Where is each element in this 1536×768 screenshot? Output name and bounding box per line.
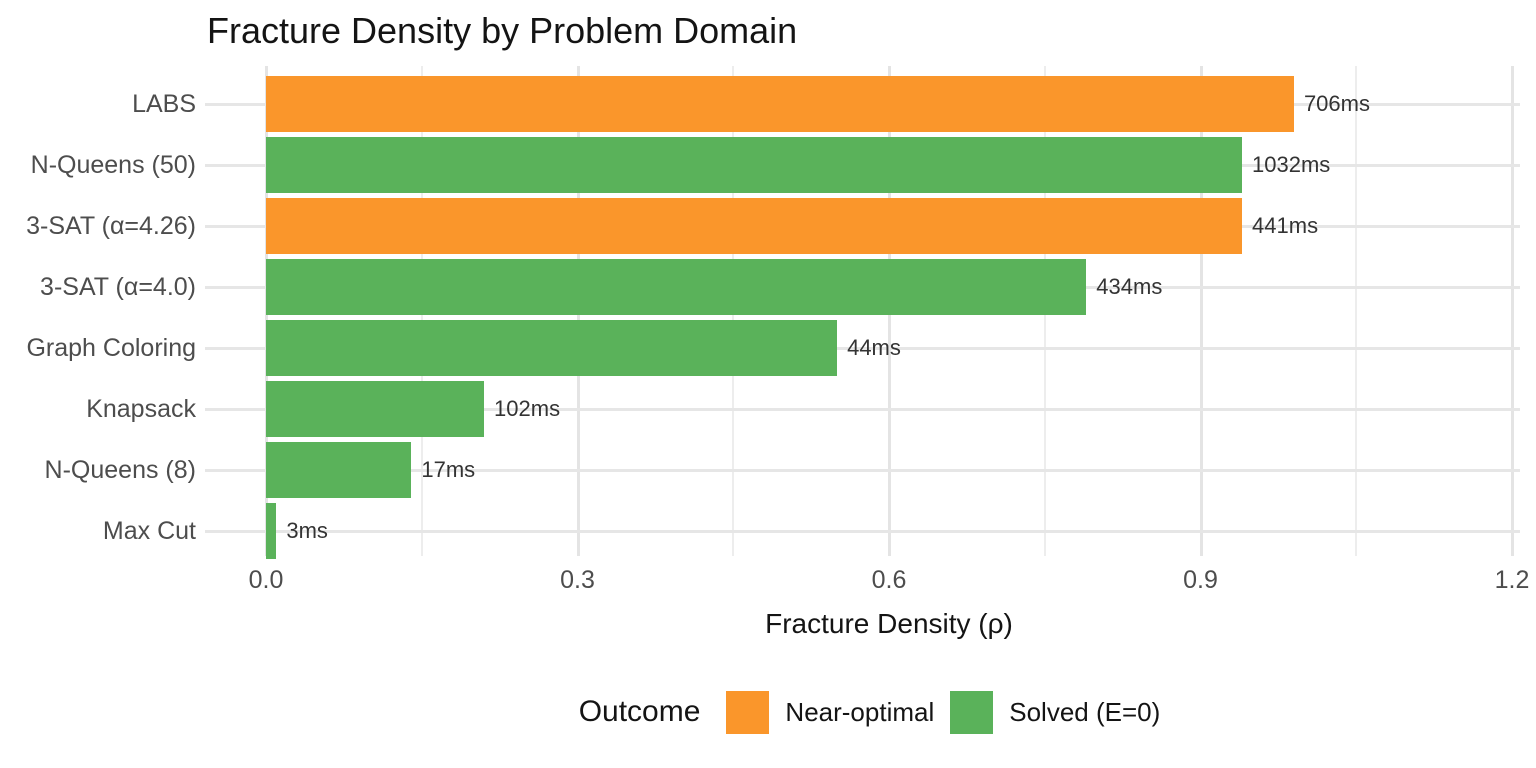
x-axis-tick-label: 0.6 (871, 566, 907, 594)
bar-labs (266, 76, 1294, 132)
bar-value-label: 102ms (494, 396, 561, 421)
y-axis-label: N-Queens (8) (44, 456, 196, 484)
bar-value-label: 434ms (1096, 274, 1163, 299)
bar-value-label: 44ms (847, 335, 901, 360)
legend-item-near-optimal: Near-optimal (726, 690, 935, 734)
y-axis-label: 3-SAT (α=4.26) (26, 212, 196, 240)
near-optimal-swatch (726, 690, 770, 734)
bar-3-sat-4-0- (266, 259, 1087, 315)
legend: Outcome Near-optimal Solved (E=0) (225, 688, 1520, 736)
gridline-row (205, 530, 1520, 533)
gridline-major (1199, 66, 1203, 556)
gridline-row (205, 469, 1520, 472)
x-axis-tick-label: 0.0 (248, 566, 284, 594)
y-axis-label: LABS (132, 90, 196, 118)
y-axis-label: N-Queens (50) (30, 151, 196, 179)
bar-graph-coloring (266, 320, 838, 376)
bar-n-queens-8- (266, 442, 412, 498)
bar-value-label: 17ms (421, 457, 476, 482)
bar-value-label: 441ms (1252, 213, 1319, 238)
bar-value-label: 1032ms (1252, 152, 1331, 177)
x-axis-tick-label: 1.2 (1494, 566, 1530, 594)
y-axis-label: 3-SAT (α=4.0) (40, 273, 196, 301)
legend-title: Outcome (578, 695, 701, 728)
bar-n-queens-50- (266, 137, 1243, 193)
y-axis-label: Max Cut (102, 517, 196, 545)
bar-knapsack (266, 381, 485, 437)
bar-max-cut (266, 503, 277, 559)
legend-label-near-optimal: Near-optimal (785, 696, 935, 727)
solved-swatch (950, 690, 994, 734)
y-axis-label: Graph Coloring (26, 334, 196, 362)
gridline-minor (1355, 66, 1358, 556)
gridline-row (205, 347, 1520, 350)
bar-value-label: 3ms (286, 518, 328, 543)
x-axis-tick-label: 0.3 (560, 566, 595, 594)
legend-label-solved: Solved (E=0) (1009, 696, 1161, 727)
gridline-row (205, 408, 1520, 411)
chart-title: Fracture Density by Problem Domain (207, 10, 798, 51)
legend-item-solved: Solved (E=0) (950, 690, 1161, 734)
bar-3-sat-4-26- (266, 198, 1243, 254)
x-axis-tick-label: 0.9 (1183, 566, 1218, 594)
y-axis-label: Knapsack (86, 395, 196, 423)
x-axis-title: Fracture Density (ρ) (765, 608, 1013, 639)
gridline-major (1511, 66, 1514, 556)
bar-value-label: 706ms (1303, 91, 1370, 116)
